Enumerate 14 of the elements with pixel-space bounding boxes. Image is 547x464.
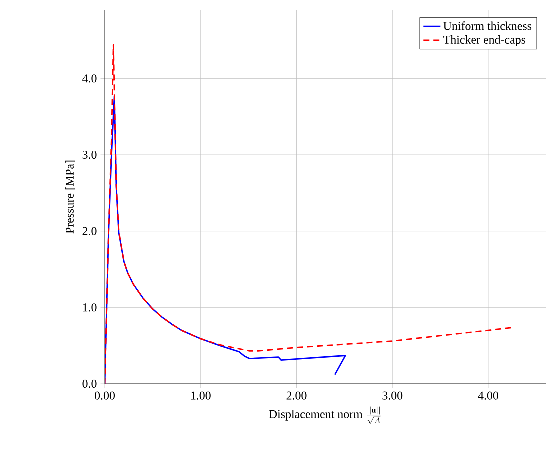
- y-tick-label: 0.0: [82, 380, 97, 388]
- legend-label: Uniform thickness: [444, 22, 532, 30]
- x-tick-label: 1.00: [191, 392, 211, 400]
- y-tick-label: 3.0: [82, 150, 97, 160]
- y-tick-label: 1.0: [83, 304, 97, 312]
- x-tick-label: 0.00: [94, 392, 115, 400]
- y-axis-title: Pressure [MPa]: [66, 160, 76, 234]
- legend-label: Thicker end-caps: [444, 36, 526, 46]
- x-tick-label: 3.00: [382, 392, 403, 400]
- y-tick-label: 4.0: [82, 74, 97, 83]
- x-tick-label: 4.00: [478, 392, 498, 400]
- x-tick-label: 2.00: [286, 392, 307, 400]
- x-axis-title: $\textrm{Displacement norm}\ \frac{||\mathbf{u}||}{\sqrt{A}}$: [269, 406, 381, 424]
- y-tick-label: 2.0: [82, 227, 97, 236]
